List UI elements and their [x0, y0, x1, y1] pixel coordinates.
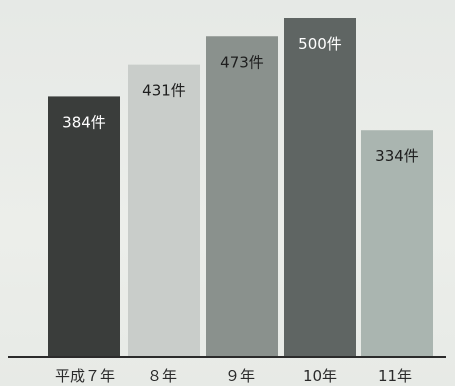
value-labels-group: 384件 431件 473件 500件 334件: [62, 35, 419, 165]
bar-2: [128, 64, 200, 357]
data-label-5: 334件: [375, 147, 419, 165]
data-label-1: 384件: [62, 113, 106, 131]
x-tick-labels-group: 平成７年 ８年 ９年 10年 11年: [55, 367, 412, 385]
x-tick-label-3: ９年: [225, 367, 255, 385]
data-label-2: 431件: [142, 82, 186, 100]
x-tick-label-2: ８年: [147, 367, 177, 385]
x-tick-label-4: 10年: [303, 367, 337, 385]
bar-3: [206, 36, 278, 356]
data-label-4: 500件: [298, 35, 342, 53]
x-tick-label-5: 11年: [378, 367, 412, 385]
bars-group: [48, 18, 433, 357]
bar-5: [361, 130, 433, 356]
bar-1: [48, 96, 120, 356]
data-label-3: 473件: [220, 53, 264, 71]
bar-4: [284, 18, 356, 356]
x-tick-label-1: 平成７年: [55, 367, 115, 385]
